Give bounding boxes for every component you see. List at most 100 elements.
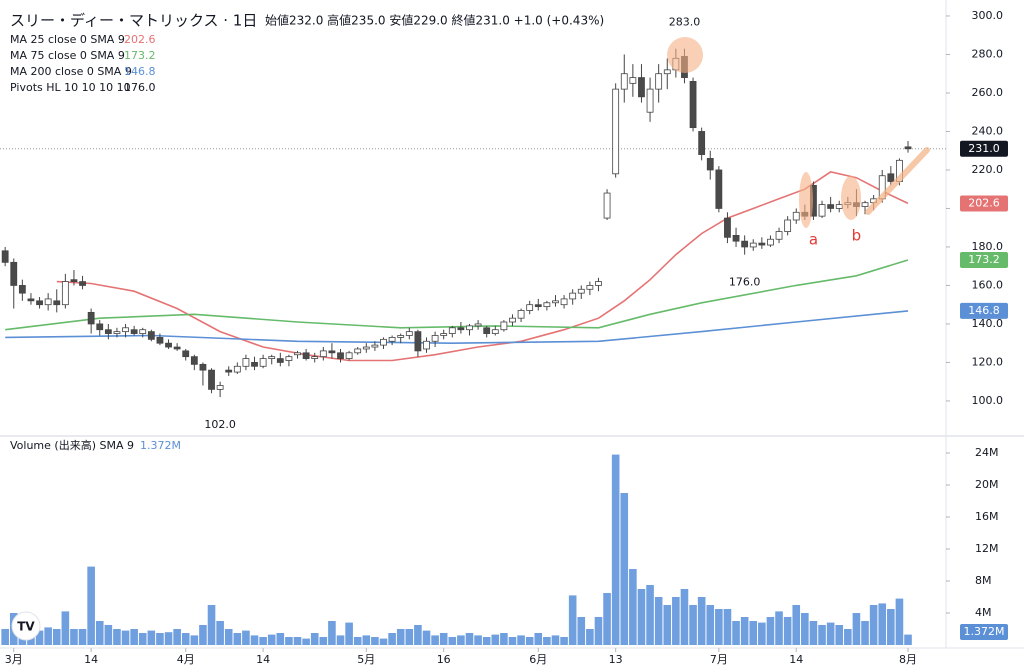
y-tick-label: 280.0: [972, 47, 1004, 60]
candle-body: [233, 365, 241, 373]
y-tick-label: 160.0: [972, 278, 1004, 291]
volume-bar: [448, 637, 457, 645]
volume-bar: [809, 621, 818, 645]
volume-bar: [95, 621, 104, 645]
candle-body: [79, 281, 86, 286]
candle-body: [182, 350, 190, 358]
annotation: b: [852, 227, 862, 245]
y-tick-label: 120.0: [972, 355, 1004, 368]
candle-body: [1, 250, 9, 263]
candle-body: [732, 235, 740, 242]
candle-body: [251, 362, 258, 367]
candle-body: [887, 173, 895, 182]
y-tick-label: 20M: [975, 478, 999, 491]
candle-body: [104, 329, 112, 334]
candle-body: [620, 73, 628, 90]
volume-bar: [113, 629, 121, 645]
volume-title: Volume (出来高) SMA 9: [10, 438, 134, 452]
candle-body: [165, 342, 172, 348]
volume-bar: [749, 621, 758, 645]
volume-bar: [52, 629, 61, 645]
indicator-value: 173.2: [124, 49, 156, 62]
volume-bar: [611, 454, 620, 645]
volume-bar: [663, 605, 672, 645]
ma-line: [5, 259, 909, 331]
candle-body: [560, 298, 568, 306]
x-tick-label: 6月: [529, 653, 547, 666]
volume-bar: [61, 611, 70, 645]
volume-bar: [156, 633, 164, 645]
candle-body: [362, 346, 370, 350]
candle-body: [491, 329, 499, 334]
candle-body: [311, 356, 319, 359]
volume-bar: [646, 585, 654, 645]
candle-body: [603, 192, 611, 219]
candle-body: [354, 348, 362, 354]
candle-body: [328, 350, 336, 354]
volume-axis-label: 1.372M: [964, 625, 1005, 638]
candle-body: [466, 325, 473, 331]
candle-body: [113, 331, 121, 334]
volume-bar: [465, 633, 474, 645]
candle-body: [595, 281, 602, 286]
candle-body: [749, 242, 757, 248]
volume-bar: [104, 625, 113, 645]
candle-body: [147, 331, 155, 340]
candle-body: [758, 242, 766, 246]
last-price-box: [960, 140, 1008, 157]
candle-body: [715, 169, 723, 209]
volume-bar: [414, 625, 422, 645]
candle-body: [345, 352, 353, 359]
volume-bar: [78, 629, 87, 645]
candle-body: [70, 279, 78, 282]
candle-body: [818, 204, 826, 217]
volume-bar: [740, 617, 749, 645]
y-tick-label: 12M: [975, 542, 999, 555]
indicator-name: MA 200 close 0 SMA 9: [10, 65, 132, 78]
volume-bar: [285, 637, 293, 645]
svg-text:TV: TV: [17, 620, 35, 634]
candle-body: [414, 331, 422, 352]
candle-body: [302, 352, 310, 359]
candle-body: [655, 73, 663, 90]
y-tick-label: 220.0: [972, 163, 1004, 176]
volume-axis-box: [960, 624, 1008, 640]
volume-bar: [500, 633, 508, 645]
candle-body: [156, 337, 164, 344]
volume-bar: [586, 629, 594, 645]
volume-bar: [439, 633, 448, 645]
ma-axis-label: 173.2: [968, 253, 1000, 266]
volume-bar: [620, 493, 629, 645]
ma-line: [5, 310, 909, 345]
volume-bar: [491, 634, 500, 645]
volume-bar: [835, 625, 844, 645]
candle-body: [612, 88, 620, 175]
candle-body: [526, 304, 534, 311]
x-tick-label: 8月: [899, 653, 917, 666]
volume-bar: [130, 629, 138, 645]
candle-body: [483, 327, 491, 334]
candle-body: [509, 317, 516, 323]
candle-body: [706, 158, 714, 171]
candle-body: [61, 281, 69, 306]
volume-bar: [250, 635, 259, 645]
volume-bar: [431, 635, 439, 645]
x-tick-label: 5月: [357, 653, 375, 666]
candle-body: [586, 285, 594, 290]
candle-body: [397, 335, 405, 338]
volume-bar: [551, 635, 560, 645]
volume-bar: [302, 638, 310, 645]
candle-body: [87, 311, 95, 325]
candle-body: [775, 231, 783, 240]
indicator-value: 146.8: [124, 65, 156, 78]
candle-body: [448, 327, 456, 334]
volume-bar: [775, 611, 783, 645]
candle-body: [380, 338, 387, 346]
x-tick-label: 7月: [710, 653, 728, 666]
volume-bar: [715, 609, 723, 645]
candle-body: [388, 337, 396, 342]
volume-bar: [396, 629, 405, 645]
volume-bar: [345, 622, 353, 645]
candle-body: [552, 300, 559, 304]
volume-bar: [689, 605, 697, 645]
